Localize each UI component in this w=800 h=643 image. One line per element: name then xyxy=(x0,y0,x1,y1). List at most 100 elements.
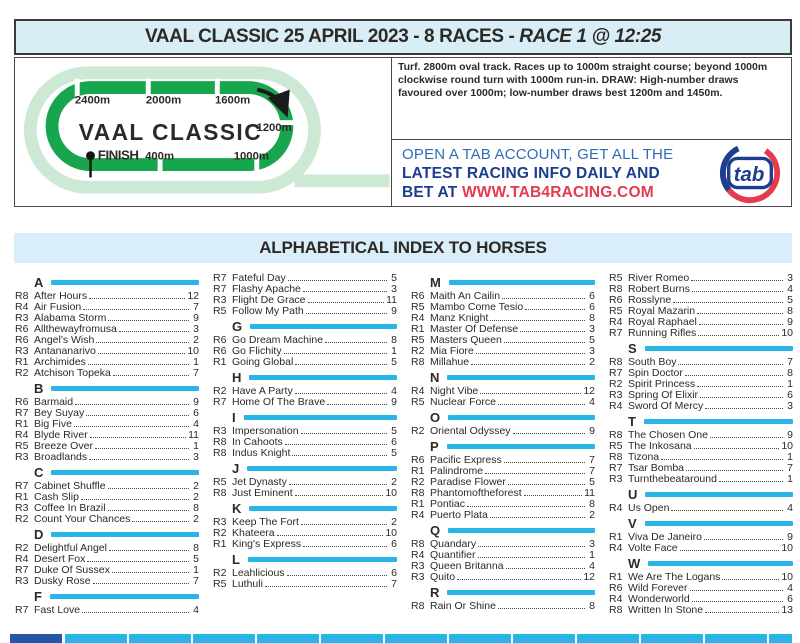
horse-name: Coffee In Brazil xyxy=(34,503,106,514)
horse-name: Jet Dynasty xyxy=(232,477,287,488)
index-section-header: C xyxy=(15,466,199,479)
race-number: R4 xyxy=(609,542,623,554)
race-number: R4 xyxy=(411,549,425,561)
race-number: R1 xyxy=(15,491,29,503)
index-entry: R3 Queen Britanna 4 xyxy=(411,561,595,572)
track-gap xyxy=(157,155,163,174)
page-number: 3 xyxy=(787,400,793,412)
index-entry: R8 Millahue 2 xyxy=(411,357,595,368)
index-entry: R3 Alabama Storm 9 xyxy=(15,313,199,324)
index-entry: R2 Atchison Topeka 7 xyxy=(15,368,199,379)
horse-name: Quandary xyxy=(430,539,477,550)
page-number: 10 xyxy=(781,542,793,554)
horse-name: Big Five xyxy=(34,419,72,430)
dot-leader xyxy=(673,302,783,303)
horse-name: Rosslyne xyxy=(628,295,672,306)
dot-leader xyxy=(471,364,585,365)
index-section-header: H xyxy=(213,371,397,384)
index-section-header: K xyxy=(213,502,397,515)
dot-leader xyxy=(523,495,583,496)
dot-leader xyxy=(264,586,387,587)
dot-leader xyxy=(485,473,585,474)
race-number: R3 xyxy=(15,345,29,357)
race-number: R3 xyxy=(213,516,227,528)
race-number: R6 xyxy=(609,294,623,306)
dot-leader xyxy=(497,404,585,405)
horse-name: The Chosen One xyxy=(628,430,708,441)
race-number: R4 xyxy=(15,429,29,441)
index-section-header: R xyxy=(411,586,595,599)
race-number: R8 xyxy=(609,451,623,463)
horse-index: A R8 After Hours 12 R4 Air Fusion 7 R3 Alabama S… xyxy=(15,273,793,616)
dot-leader xyxy=(478,546,585,547)
dot-leader xyxy=(302,291,387,292)
index-entry: R2 Spirit Princess 1 xyxy=(609,379,793,390)
dot-leader xyxy=(83,309,189,310)
race-number: R1 xyxy=(15,356,29,368)
section-letter: M xyxy=(430,274,441,290)
horse-name: Broadlands xyxy=(34,452,88,463)
dot-leader xyxy=(686,470,783,471)
page-number: 9 xyxy=(787,531,793,543)
page-number: 2 xyxy=(391,476,397,488)
race-number: R8 xyxy=(213,436,227,448)
race-number: R5 xyxy=(213,476,227,488)
index-section-header: L xyxy=(213,553,397,566)
dot-leader xyxy=(691,601,783,602)
page-number: 6 xyxy=(589,301,595,313)
marker-1000m: 1000m xyxy=(234,151,269,163)
index-section-header: A xyxy=(15,276,199,289)
section-letter: J xyxy=(232,460,240,476)
advert-line-3: BET AT WWW.TAB4RACING.COM xyxy=(402,183,709,202)
page-number: 2 xyxy=(193,513,199,525)
horse-name: Night Vibe xyxy=(430,386,479,397)
dot-leader xyxy=(86,415,189,416)
dot-leader xyxy=(718,481,783,482)
page-number: 3 xyxy=(589,323,595,335)
index-entry: R4 Manz Knight 8 xyxy=(411,313,595,324)
horse-name: Follow My Path xyxy=(232,306,304,317)
index-entry: R1 Big Five 4 xyxy=(15,419,199,430)
index-section-header: V xyxy=(609,515,793,531)
race-number: R8 xyxy=(609,604,623,616)
page-number: 2 xyxy=(193,334,199,346)
section-bar xyxy=(447,375,595,380)
page-number: 1 xyxy=(391,345,397,357)
index-entry: R2 Have A Party 4 xyxy=(213,386,397,397)
page-number: 6 xyxy=(589,290,595,302)
index-section-header: T xyxy=(609,415,793,428)
index-entry: R2 Khateera 10 xyxy=(213,528,397,539)
dot-leader xyxy=(507,484,585,485)
index-entry: R3 Flight De Grace 11 xyxy=(213,295,397,306)
dot-leader xyxy=(709,437,783,438)
horse-name: Alabama Storm xyxy=(34,313,107,324)
tab4racing-link[interactable]: WWW.TAB4RACING.COM xyxy=(461,183,654,201)
index-entry: R3 Quito 12 xyxy=(411,572,595,583)
index-section-header: W xyxy=(609,557,793,570)
dot-leader xyxy=(497,608,585,609)
horse-name: Home Of The Brave xyxy=(232,397,326,408)
index-entry: R7 Home Of The Brave 9 xyxy=(213,397,397,408)
horse-name: King's Express xyxy=(232,539,302,550)
race-number: R2 xyxy=(411,345,425,357)
horse-name: Running Rifles xyxy=(628,328,697,339)
page-number: 9 xyxy=(787,316,793,328)
race-number: R5 xyxy=(15,440,29,452)
race-number: R4 xyxy=(15,553,29,565)
index-section-header: P xyxy=(411,440,595,453)
top-right-column: Turf. 2800m oval track. Races up to 1000… xyxy=(392,57,792,207)
index-section-header: N xyxy=(411,371,595,384)
section-letter: V xyxy=(628,515,637,531)
dot-leader xyxy=(96,342,189,343)
index-entry: R3 Antananarivo 10 xyxy=(15,346,199,357)
horse-name: Tsar Bomba xyxy=(628,463,685,474)
index-entry: R8 In Cahoots 6 xyxy=(213,437,397,448)
page-number: 5 xyxy=(589,334,595,346)
page-number: 2 xyxy=(589,356,595,368)
race-number: R5 xyxy=(213,305,227,317)
dot-leader xyxy=(697,386,783,387)
dot-leader xyxy=(97,353,186,354)
page-number: 7 xyxy=(193,301,199,313)
section-bar xyxy=(448,280,595,285)
tab-logo-frame xyxy=(726,156,774,190)
